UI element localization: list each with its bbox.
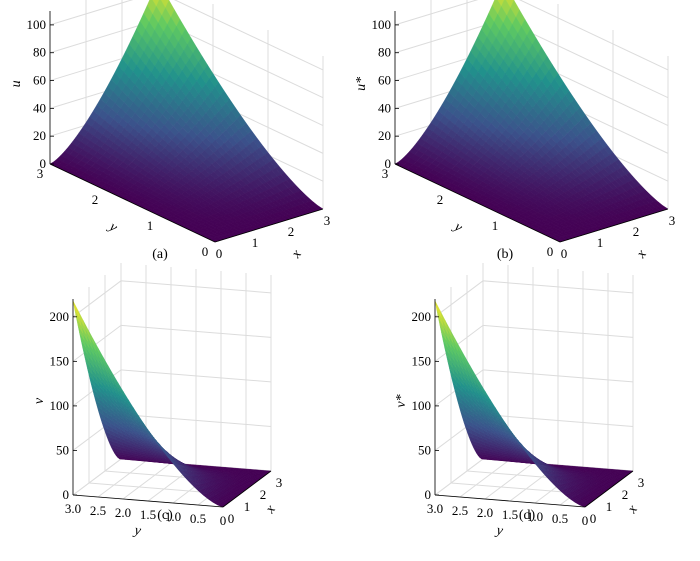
x-axis-label: x	[288, 247, 305, 262]
z-gridline	[73, 281, 271, 317]
y-floor-gridline	[485, 463, 533, 499]
y-tick-label: 3	[37, 166, 44, 181]
y-tick-label: 1.5	[140, 507, 156, 522]
y-tick-label: 1	[492, 218, 499, 233]
z-tick-label: 100	[27, 17, 47, 32]
z-tick-label: 50	[418, 442, 431, 457]
y-floor-gridline	[123, 463, 171, 499]
y-tick-label: 0	[202, 244, 209, 259]
y-tick-label: 2	[92, 192, 99, 207]
z-tick-label: 80	[378, 45, 391, 60]
x-tick-label: 2	[288, 224, 295, 239]
panel-d: 050100150200v*0123x00.51.01.52.02.53.0y(…	[394, 263, 644, 539]
x-tick-label: 3	[638, 475, 645, 490]
x-tick-label: 2	[260, 487, 267, 502]
y-tick-label: 2	[437, 192, 444, 207]
y-tick-label: 3.0	[427, 501, 443, 516]
y-axis-label: y	[105, 218, 121, 235]
x-tick-label: 1	[244, 499, 251, 514]
z-tick-label: 50	[56, 442, 69, 457]
z-tick-label: 100	[372, 17, 392, 32]
y-tick-label: 1	[147, 218, 154, 233]
y-floor-gridline	[73, 459, 121, 495]
x-tick-label: 0	[561, 246, 568, 261]
z-tick-label: 60	[378, 73, 391, 88]
x-tick-label: 1	[252, 235, 259, 250]
y-tick-label: 0	[220, 513, 227, 528]
x-tick-label: 2	[622, 487, 629, 502]
y-tick-label: 0	[582, 513, 589, 528]
z-tick-label: 150	[412, 353, 432, 368]
x-tick-label: 2	[633, 224, 640, 239]
x-axis-label: x	[633, 247, 650, 262]
z-tick-label: 60	[33, 73, 46, 88]
panel-c: 050100150200v0123x00.51.01.52.02.53.0y(c…	[32, 263, 282, 539]
x-axis-label: x	[624, 502, 641, 517]
x-tick-label: 0	[590, 511, 597, 526]
z-axis-label: v	[32, 397, 47, 404]
z-tick-label: 100	[412, 398, 432, 413]
z-tick-label: 200	[412, 309, 432, 324]
y-tick-label: 0.5	[552, 511, 568, 526]
z-tick-label: 40	[33, 100, 46, 115]
z-tick-label: 150	[50, 353, 70, 368]
z-tick-label: 20	[33, 128, 46, 143]
y-tick-label: 3	[382, 166, 389, 181]
y-axis-label: y	[493, 523, 504, 539]
x-tick-label: 3	[669, 213, 676, 228]
y-tick-label: 0	[547, 244, 554, 259]
panel-caption: (a)	[152, 247, 168, 262]
x-tick-label: 3	[276, 475, 283, 490]
z-tick-label: 100	[50, 398, 70, 413]
z-axis-label: u*	[354, 77, 369, 91]
y-tick-label: 2.5	[90, 503, 106, 518]
z-axis-label: u	[9, 80, 24, 87]
panel-caption: (b)	[497, 247, 514, 262]
x-tick-label: 0	[216, 246, 223, 261]
y-axis-label: y	[131, 523, 142, 539]
y-axis-label: y	[450, 218, 466, 235]
z-tick-label: 0	[425, 487, 432, 502]
x-tick-label: 0	[228, 511, 235, 526]
z-tick-label: 0	[63, 487, 70, 502]
y-tick-label: 2.5	[452, 503, 468, 518]
z-tick-label: 80	[33, 45, 46, 60]
y-tick-label: 3.0	[65, 501, 81, 516]
z-axis-label: v*	[394, 394, 409, 407]
z-tick-label: 40	[378, 100, 391, 115]
x-tick-label: 1	[606, 499, 613, 514]
y-floor-gridline	[435, 459, 483, 495]
y-tick-label: 2.0	[115, 505, 131, 520]
panel-caption: (c)	[157, 508, 173, 523]
z-gridline	[435, 281, 633, 317]
z-tick-label: 200	[50, 309, 70, 324]
y-tick-label: 2.0	[477, 505, 493, 520]
x-tick-label: 1	[597, 235, 604, 250]
z-tick-label: 20	[378, 128, 391, 143]
y-tick-label: 0.5	[190, 511, 206, 526]
y-tick-label: 1.5	[502, 507, 518, 522]
panel-caption: (d)	[519, 508, 536, 523]
x-tick-label: 3	[324, 213, 331, 228]
x-axis-label: x	[262, 502, 279, 517]
